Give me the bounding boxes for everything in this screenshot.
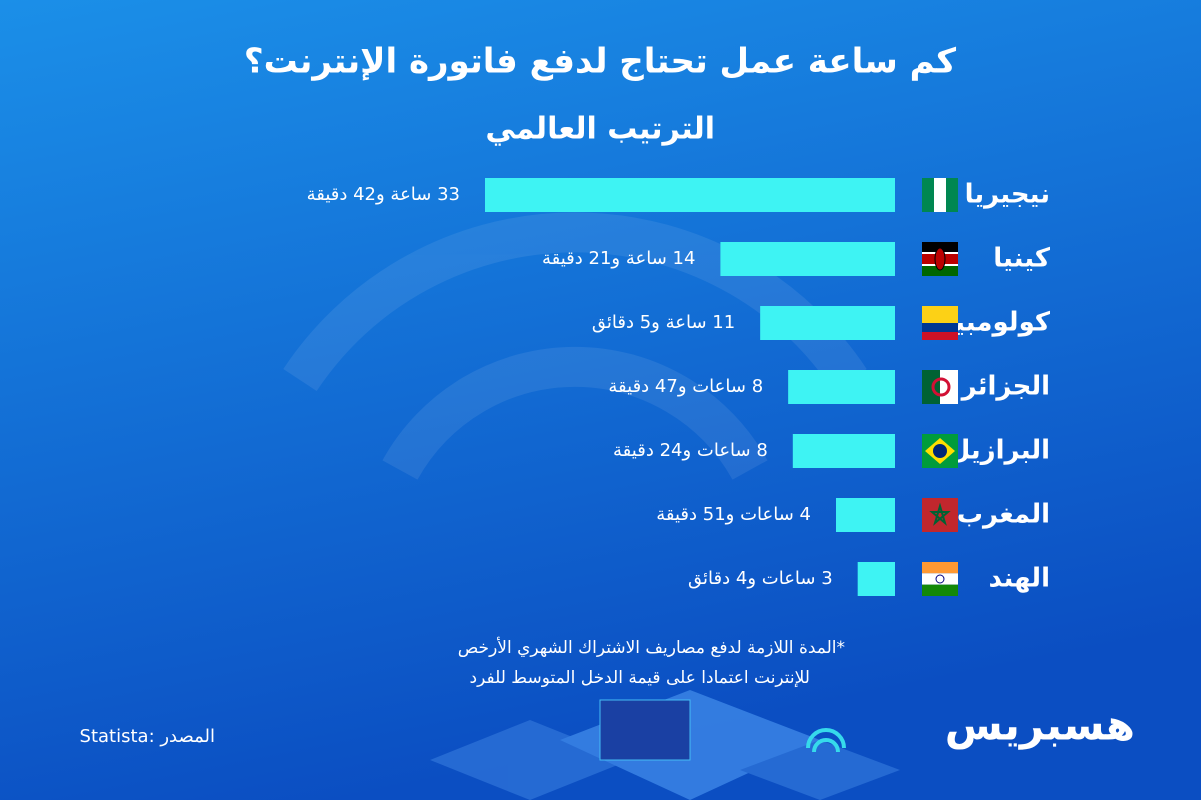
category-label: الجزائر — [960, 372, 1050, 402]
flag-part — [922, 573, 958, 585]
flag-part — [922, 306, 958, 323]
bar — [835, 498, 895, 532]
chart-subtitle: الترتيب العالمي — [485, 112, 715, 147]
flag — [922, 434, 958, 468]
flag — [922, 562, 958, 596]
bar — [485, 178, 895, 212]
flag — [922, 178, 958, 212]
value-label: 11 ساعة و5 دقائق — [592, 312, 735, 333]
category-label: نيجيريا — [965, 180, 1050, 210]
source: المصدر :Statista — [80, 726, 215, 747]
bar — [760, 306, 895, 340]
flag-part — [922, 266, 958, 276]
flag-part — [946, 178, 958, 212]
value-label: 14 ساعة و21 دقيقة — [542, 248, 695, 269]
flag-part — [922, 323, 958, 332]
flag-part — [922, 584, 958, 596]
illustration — [430, 690, 900, 800]
flag — [922, 498, 958, 532]
footnote: للإنترنت اعتمادا على قيمة الدخل المتوسط … — [470, 668, 810, 688]
bar — [788, 370, 895, 404]
flag-part — [935, 574, 945, 584]
category-label: المغرب — [957, 500, 1050, 530]
flag-part — [922, 332, 958, 340]
category-label: كولومبيا — [945, 308, 1050, 338]
flag-part — [934, 247, 946, 271]
category-label: البرازيل — [948, 436, 1050, 466]
value-label: 4 ساعات و51 دقيقة — [656, 504, 811, 525]
value-label: 33 ساعة و42 دقيقة — [307, 184, 460, 205]
flag-part — [933, 444, 947, 458]
chart-title: كم ساعة عمل تحتاج لدفع فاتورة الإنترنت؟ — [244, 42, 956, 82]
flag-part — [934, 178, 946, 212]
flag — [922, 306, 958, 340]
value-label: 3 ساعات و4 دقائق — [688, 568, 833, 589]
category-label: كينيا — [993, 244, 1051, 274]
footnote: *المدة اللازمة لدفع مصاريف الاشتراك الشه… — [458, 637, 845, 658]
value-label: 8 ساعات و47 دقيقة — [608, 376, 763, 397]
flag-part — [929, 502, 951, 526]
value-label: 8 ساعات و24 دقيقة — [613, 440, 768, 461]
bar — [720, 242, 895, 276]
flag — [922, 242, 958, 276]
flag — [922, 370, 958, 404]
flag-part — [922, 242, 958, 252]
bar — [792, 434, 895, 468]
flag-part — [922, 562, 958, 574]
brand-logo: هسبريس — [945, 701, 1135, 751]
flag-part — [922, 370, 940, 404]
category-label: الهند — [989, 564, 1050, 594]
flag-part — [922, 178, 934, 212]
bar — [857, 562, 895, 596]
flag-part — [931, 377, 951, 397]
